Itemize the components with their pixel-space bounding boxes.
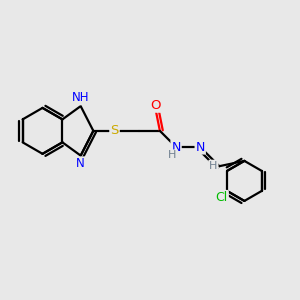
Text: N: N [76,157,85,170]
Text: H: H [168,150,177,160]
Text: N: N [171,141,181,154]
Text: S: S [110,124,119,137]
Text: N: N [196,141,205,154]
Text: NH: NH [72,92,89,104]
Text: H: H [209,160,218,171]
Text: Cl: Cl [216,191,228,204]
Text: O: O [150,99,161,112]
